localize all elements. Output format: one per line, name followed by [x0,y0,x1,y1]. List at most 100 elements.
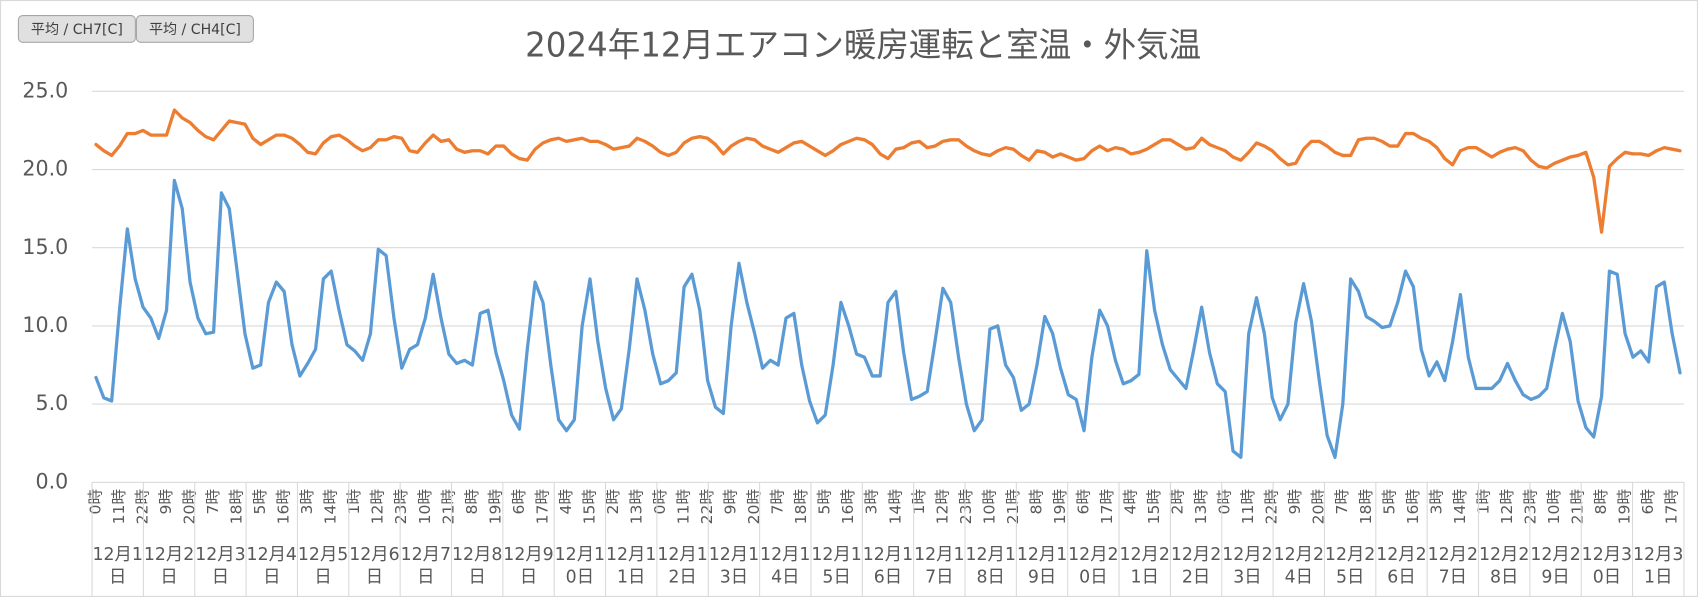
group-label: 12月31日 [1633,543,1684,587]
x-tick-label: 10時 [1545,489,1563,524]
x-tick-label: 22時 [134,489,152,524]
x-tick-label: 6時 [1639,489,1657,514]
group-label-box: 12月9日 [503,544,553,587]
group-label: 12月3日 [195,543,246,587]
group-label-box: 12月19日 [1016,543,1068,587]
group-label-box: 12月31日 [1633,543,1684,587]
group-label-box: 12月29日 [1530,543,1581,587]
group-label: 12月29日 [1530,543,1581,587]
group-label: 12月18日 [965,543,1016,587]
group-label: 12月5日 [297,543,349,587]
x-tick-label: 16時 [1404,489,1422,524]
x-tick-label: 1時 [910,489,928,514]
x-tick-label: 11時 [110,489,128,524]
group-label-box: 12月27日 [1427,543,1479,587]
group-label-box: 12月12日 [657,544,707,587]
group-label: 12月22日 [1170,543,1222,587]
x-tick-label: 7時 [1333,489,1351,514]
x-tick-label: 21時 [1004,489,1022,524]
x-tick-label: 8時 [1592,489,1610,514]
group-label: 12月6日 [349,543,400,587]
group-label: 12月10日 [554,543,606,587]
x-tick-label: 0時 [651,489,669,514]
x-tick-label: 20時 [745,489,763,524]
field-button-label[interactable]: 平均 / CH7[C] [31,21,123,38]
y-tick-label: 25.0 [22,78,68,102]
x-tick-label: 5時 [1380,489,1398,514]
x-tick-label: 11時 [1239,489,1257,524]
group-label-box: 12月30日 [1581,543,1633,587]
x-tick-label: 23時 [1522,489,1540,524]
field-button[interactable]: 平均 / CH7[C] [17,15,136,43]
x-tick-label: 16時 [839,489,857,524]
x-tick-label: 3時 [863,489,881,514]
y-tick-label: 20.0 [22,156,68,180]
x-tick-label: 22時 [1263,489,1281,524]
group-label: 12月15日 [811,543,862,587]
x-tick-label: 17時 [534,489,552,524]
group-label: 12月26日 [1376,543,1427,587]
x-tick-label: 3時 [1428,489,1446,514]
x-tick-label: 19時 [487,489,505,524]
x-tick-label: 8時 [1028,489,1046,514]
x-tick-label: 23時 [957,489,975,524]
x-tick-label: 7時 [769,489,787,514]
group-label-box: 12月20日 [1068,544,1118,587]
x-tick-label: 0時 [1216,489,1234,514]
group-label-box: 12月17日 [914,544,964,587]
field-button-label[interactable]: 平均 / CH4[C] [149,21,241,38]
group-label: 12月14日 [760,543,811,587]
group-label: 12月1日 [92,543,143,587]
group-label: 12月21日 [1119,543,1170,587]
chart-title: 2024年12月エアコン暖房運転と室温・外気温 [525,25,1201,65]
group-label: 12月19日 [1016,543,1068,587]
field-button-box[interactable] [135,15,254,43]
y-tick-label: 5.0 [36,391,69,415]
x-tick-label: 18時 [1357,489,1375,524]
x-tick-label: 4時 [1122,489,1140,514]
group-label-box: 12月26日 [1376,543,1427,587]
x-tick-label: 17時 [1663,489,1681,524]
group-label-box: 12月2日 [144,544,194,587]
group-label-box: 12月5日 [297,543,349,587]
x-tick-label: 0時 [87,489,105,514]
group-label: 12月11日 [606,543,657,587]
group-label-box: 12月23日 [1222,544,1272,587]
group-label-box: 12月13日 [709,544,759,587]
group-label-box: 12月21日 [1119,543,1170,587]
x-tick-label: 9時 [157,489,175,514]
group-label-box: 12月18日 [965,543,1016,587]
x-tick-label: 13時 [1192,489,1210,524]
group-label: 12月30日 [1581,543,1633,587]
group-label: 12月4日 [246,543,297,587]
group-label-box: 12月10日 [554,543,606,587]
field-button-box[interactable] [17,15,136,43]
group-label: 12月28日 [1478,543,1530,587]
x-tick-label: 12時 [1498,489,1516,524]
field-button[interactable]: 平均 / CH4[C] [135,15,254,43]
group-label-box: 12月1日 [92,543,143,587]
group-label-box: 12月11日 [606,543,657,587]
series-line [94,108,1682,234]
group-label: 12月27日 [1427,543,1479,587]
x-tick-label: 3時 [298,489,316,514]
x-tick-label: 2時 [1169,489,1187,514]
y-tick-label: 0.0 [36,469,69,493]
group-label-box: 12月6日 [349,543,400,587]
group-label-box: 12月8日 [451,543,503,587]
group-label-box: 12月28日 [1478,543,1530,587]
x-tick-label: 14時 [322,489,340,524]
group-label-box: 12月24日 [1274,544,1324,587]
group-label-box: 12月7日 [401,544,451,587]
x-tick-label: 6時 [510,489,528,514]
x-tick-label: 20時 [181,489,199,524]
x-tick-label: 13時 [628,489,646,524]
x-tick-label: 20時 [1310,489,1328,524]
group-label: 12月25日 [1324,543,1376,587]
x-tick-label: 21時 [1569,489,1587,524]
x-tick-label: 10時 [416,489,434,524]
group-label: 12月8日 [451,543,503,587]
group-label-box: 12月22日 [1170,543,1222,587]
x-tick-label: 14時 [1451,489,1469,524]
x-tick-label: 10時 [981,489,999,524]
